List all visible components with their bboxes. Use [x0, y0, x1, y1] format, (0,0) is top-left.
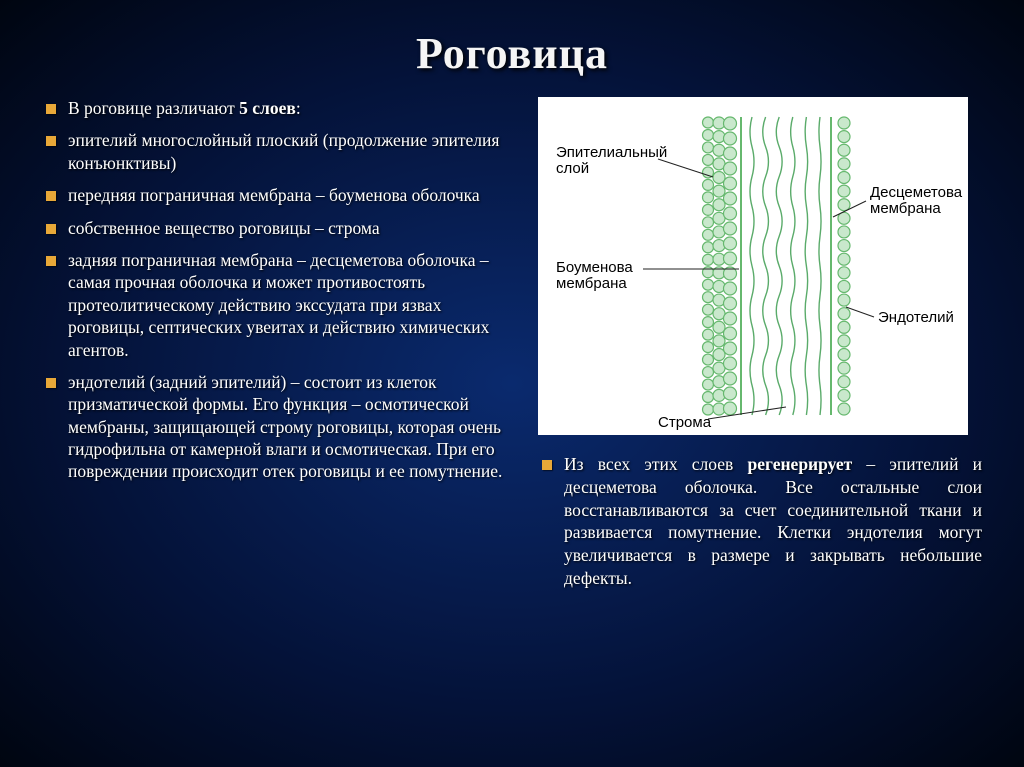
list-item: Из всех этих слоев регенерирует – эпител… [538, 453, 982, 590]
list-item: передняя пограничная мембрана – боуменов… [42, 184, 512, 206]
svg-text:мембрана: мембрана [556, 275, 627, 292]
cornea-diagram: ЭпителиальныйслойБоуменовамембранаСтрома… [538, 97, 968, 435]
svg-text:Боуменова: Боуменова [556, 259, 633, 276]
list-item: собственное вещество роговицы – строма [42, 217, 512, 239]
svg-text:Строма: Строма [658, 414, 712, 431]
left-bullet-list: В роговице различают 5 слоев: эпителий м… [42, 97, 512, 483]
right-column: ЭпителиальныйслойБоуменовамембранаСтрома… [538, 97, 982, 600]
list-item: задняя пограничная мембрана – десцеметов… [42, 249, 512, 361]
slide-title: Роговица [42, 28, 982, 79]
left-column: В роговице различают 5 слоев: эпителий м… [42, 97, 512, 600]
list-item: эндотелий (задний эпителий) – состоит из… [42, 371, 512, 483]
right-bullet-list: Из всех этих слоев регенерирует – эпител… [538, 453, 982, 590]
svg-text:Эндотелий: Эндотелий [878, 309, 954, 326]
svg-text:Десцеметова: Десцеметова [870, 184, 963, 201]
svg-text:слой: слой [556, 160, 589, 177]
list-item: В роговице различают 5 слоев: [42, 97, 512, 119]
list-item: эпителий многослойный плоский (продолжен… [42, 129, 512, 174]
svg-text:Эпителиальный: Эпителиальный [556, 144, 667, 161]
svg-text:мембрана: мембрана [870, 200, 941, 217]
